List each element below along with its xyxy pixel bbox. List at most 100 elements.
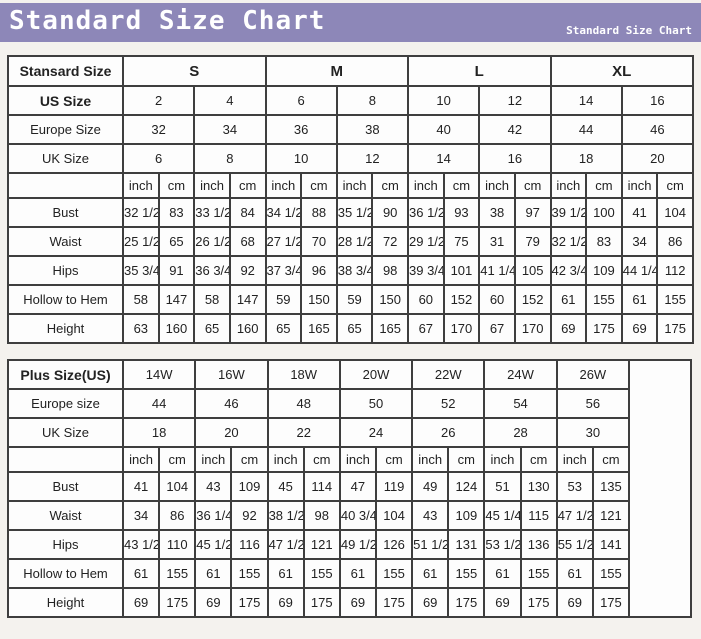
size-value-cell: 46	[620, 114, 695, 145]
row-label	[7, 446, 124, 473]
empty-cell	[628, 359, 692, 618]
unit-cell: cm	[442, 172, 481, 199]
unit-cell: cm	[371, 172, 409, 199]
measure-value-cell: 67	[407, 313, 445, 344]
measure-value-cell: 28 1/2	[335, 226, 374, 257]
measure-value-cell: 150	[371, 284, 409, 315]
size-value-cell: 14	[406, 143, 481, 174]
unit-cell: cm	[158, 446, 197, 473]
row-label: Stansard Size	[7, 55, 124, 87]
size-value-cell: 16	[478, 143, 552, 174]
size-value-cell: 8	[335, 85, 410, 116]
unit-cell: inch	[264, 172, 303, 199]
measure-value-cell: 69	[338, 587, 377, 618]
unit-cell: inch	[122, 172, 160, 199]
size-value-cell: 20W	[338, 359, 414, 390]
row-label: UK Size	[7, 417, 124, 448]
measure-value-cell: 39 3/4	[407, 255, 445, 286]
measure-row: Hollow to Hem 61 155 61 155 61 155 61 155 61 155 61…	[7, 558, 691, 589]
measure-value-cell: 155	[585, 284, 623, 315]
measure-row: Hollow to Hem 58 147 58 147 59 150 59 150 60 152 60…	[7, 284, 694, 315]
measure-value-cell: 155	[519, 558, 558, 589]
measure-value-cell: 109	[447, 500, 486, 531]
size-value-cell: 30	[555, 417, 631, 448]
measure-value-cell: 31	[478, 226, 516, 257]
measure-value-cell: 165	[300, 313, 338, 344]
measure-value-cell: 165	[371, 313, 409, 344]
size-value-cell: 56	[555, 388, 631, 419]
measure-value-cell: 43	[411, 500, 450, 531]
size-value-cell: 24	[338, 417, 414, 448]
measure-value-cell: 110	[158, 529, 197, 560]
unit-cell: inch	[266, 446, 305, 473]
measure-value-cell: 75	[442, 226, 481, 257]
measure-value-cell: 45 1/2	[194, 529, 233, 560]
size-value-cell: 24W	[483, 359, 558, 390]
size-value-cell: L	[407, 55, 552, 87]
measure-value-cell: 47	[338, 471, 377, 502]
size-value-cell: 42	[478, 114, 552, 145]
measure-value-cell: 37 3/4	[264, 255, 303, 286]
measure-value-cell: 155	[158, 558, 197, 589]
measure-value-cell: 59	[335, 284, 374, 315]
measure-value-cell: 60	[478, 284, 516, 315]
header-row: US Size 2 4 6 8 10 12 14 16	[7, 85, 695, 116]
measure-value-cell: 68	[228, 226, 267, 257]
size-value-cell: 14	[549, 85, 623, 116]
size-value-cell: 16	[620, 85, 695, 116]
measure-value-cell: 45 1/4	[483, 500, 522, 531]
unit-cell: cm	[519, 446, 558, 473]
measure-value-cell: 104	[158, 471, 197, 502]
measure-value-cell: 104	[656, 197, 694, 228]
row-label: Hollow to Hem	[7, 558, 124, 589]
size-value-cell: 50	[338, 388, 414, 419]
measure-value-cell: 175	[591, 587, 631, 618]
measure-row: Height 63 160 65 160 65 165 65 165 67 170 67 170 69 17…	[7, 313, 694, 344]
measure-value-cell: 86	[656, 226, 694, 257]
row-label: Height	[7, 313, 124, 344]
measure-value-cell: 61	[555, 558, 594, 589]
size-value-cell: 10	[406, 85, 481, 116]
measure-value-cell: 58	[193, 284, 231, 315]
size-value-cell: 20	[620, 143, 695, 174]
measure-value-cell: 40 3/4	[338, 500, 377, 531]
size-value-cell: 6	[121, 143, 196, 174]
measure-value-cell: 114	[302, 471, 341, 502]
size-value-cell: 38	[335, 114, 410, 145]
measure-value-cell: 27 1/2	[264, 226, 303, 257]
measure-value-cell: 38	[478, 197, 516, 228]
measure-row: Bust 32 1/2 83 33 1/2 84 34 1/2 88 35 1/2 90 36 1…	[7, 197, 694, 228]
measure-value-cell: 147	[157, 284, 196, 315]
measure-value-cell: 69	[483, 587, 522, 618]
measure-value-cell: 38 1/2	[266, 500, 305, 531]
unit-cell: inch	[193, 172, 231, 199]
measure-value-cell: 115	[519, 500, 558, 531]
unit-cell: inch	[411, 446, 450, 473]
unit-row: inch cm inch cm inch cm inch cm inch cm inch cm inch…	[7, 446, 691, 473]
measure-value-cell: 63	[122, 313, 160, 344]
unit-cell: inch	[478, 172, 516, 199]
measure-value-cell: 69	[121, 587, 161, 618]
measure-value-cell: 98	[302, 500, 341, 531]
measure-value-cell: 65	[193, 313, 231, 344]
measure-row: Hips 35 3/4 91 36 3/4 92 37 3/4 96 38 3/4 98 39 3…	[7, 255, 694, 286]
measure-value-cell: 49 1/2	[338, 529, 377, 560]
header-row: Plus Size(US) 14W 16W 18W 20W 22W 24W 26W	[7, 359, 692, 618]
measure-value-cell: 109	[585, 255, 623, 286]
measure-value-cell: 83	[585, 226, 623, 257]
measure-value-cell: 69	[549, 313, 588, 344]
row-label: UK Size	[7, 143, 124, 174]
measure-row: Waist 25 1/2 65 26 1/2 68 27 1/2 70 28 1/2 72 29 …	[7, 226, 694, 257]
measure-value-cell: 112	[656, 255, 694, 286]
size-value-cell: M	[264, 55, 409, 87]
measure-value-cell: 35 1/2	[335, 197, 374, 228]
size-value-cell: 46	[194, 388, 269, 419]
measure-value-cell: 141	[591, 529, 631, 560]
measure-value-cell: 86	[158, 500, 197, 531]
measure-value-cell: 83	[157, 197, 196, 228]
size-value-cell: 32	[121, 114, 196, 145]
measure-value-cell: 155	[591, 558, 631, 589]
size-value-cell: 54	[483, 388, 558, 419]
measure-value-cell: 88	[300, 197, 338, 228]
measure-value-cell: 91	[157, 255, 196, 286]
